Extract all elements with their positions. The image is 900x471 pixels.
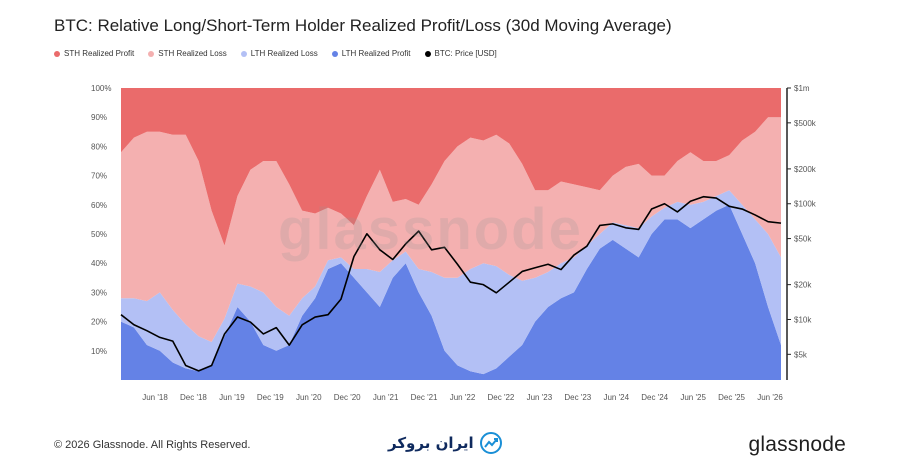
y-right-tick-label: $200k: [794, 165, 817, 174]
area-lth-realized-profit: [121, 204, 781, 380]
iranbroker-logo: ایران بروکر: [388, 432, 502, 454]
legend-item-lth-loss[interactable]: LTH Realized Loss: [240, 49, 318, 58]
x-tick-label: Dec '25: [718, 393, 745, 402]
legend-dot: [54, 50, 60, 57]
x-tick-label: Dec '20: [334, 393, 361, 402]
x-tick-label: Dec '24: [641, 393, 668, 402]
y-right-tick-label: $50k: [794, 235, 812, 244]
price-line-group: [120, 195, 782, 372]
y-right-tick-label: $5k: [794, 350, 808, 359]
legend-label: STH Realized Loss: [158, 49, 227, 58]
x-tick-label: Jun '21: [373, 393, 399, 402]
y-right-tick-label: $10k: [794, 315, 812, 324]
legend-dot: [424, 50, 431, 57]
y-left-tick-label: 100%: [91, 84, 111, 93]
x-tick-label: Dec '22: [488, 393, 515, 402]
chart-legend: STH Realized Profit STH Realized Loss LT…: [54, 49, 497, 58]
y-right-tick-label: $1m: [794, 84, 810, 93]
y-left-tick-label: 80%: [91, 142, 107, 151]
trend-up-icon: [479, 432, 502, 454]
legend-label: LTH Realized Loss: [250, 49, 318, 58]
legend-label: LTH Realized Profit: [341, 49, 411, 58]
y-left-tick-label: 40%: [91, 259, 107, 268]
x-tick-label: Dec '18: [180, 393, 207, 402]
x-tick-label: Dec '19: [257, 393, 284, 402]
y-left-tick-label: 10%: [91, 347, 107, 356]
x-axis: Jun '18 Dec '18 Jun '19 Dec '19 Jun '20 Dec '…: [142, 393, 783, 402]
glassnode-logo: glassnode: [748, 433, 846, 456]
y-right-tick-label: $20k: [794, 281, 812, 290]
y-left-tick-label: 60%: [91, 201, 107, 210]
x-tick-label: Jun '22: [450, 393, 476, 402]
y-left-tick-label: 30%: [91, 288, 107, 297]
y-left-tick-label: 90%: [91, 113, 107, 122]
legend-dot: [240, 50, 247, 57]
legend-label: STH Realized Profit: [64, 49, 135, 58]
btc-price-line: [120, 195, 782, 372]
y-right-tick-label: $100k: [794, 200, 817, 209]
x-tick-label: Dec '23: [564, 393, 591, 402]
x-tick-label: Jun '20: [296, 393, 322, 402]
legend-item-sth-loss[interactable]: STH Realized Loss: [148, 49, 227, 58]
legend-item-sth-profit[interactable]: STH Realized Profit: [54, 49, 134, 58]
legend-dot: [331, 50, 338, 57]
y-axis-right: $5k $10k $20k $50k $100k $200k $500k $1m: [786, 84, 817, 380]
stacked-areas: [121, 88, 781, 380]
x-tick-label: Jun '24: [603, 393, 629, 402]
legend-label: BTC: Price [USD]: [434, 49, 497, 58]
y-left-tick-label: 20%: [91, 318, 107, 327]
area-lth-realized-loss: [121, 190, 781, 375]
y-axis-left: 10% 20% 30% 40% 50% 60% 70% 80% 90% 100%: [91, 84, 111, 356]
legend-item-btc-price[interactable]: BTC: Price [USD]: [424, 49, 497, 58]
chart-title: BTC: Relative Long/Short-Term Holder Rea…: [54, 16, 672, 35]
y-left-tick-label: 50%: [91, 230, 107, 239]
area-sth-realized-profit: [121, 88, 781, 246]
y-left-tick-label: 70%: [91, 172, 107, 181]
iranbroker-brand-text: ایران بروکر: [388, 434, 474, 452]
y-right-tick-label: $500k: [794, 119, 817, 128]
copyright-text: © 2026 Glassnode. All Rights Reserved.: [54, 439, 251, 451]
x-tick-label: Jun '23: [527, 393, 553, 402]
legend-dot: [148, 50, 155, 57]
x-tick-label: Jun '25: [680, 393, 706, 402]
x-tick-label: Jun '18: [142, 393, 168, 402]
x-tick-label: Jun '19: [219, 393, 245, 402]
legend-item-lth-profit[interactable]: LTH Realized Profit: [331, 49, 411, 58]
x-tick-label: Jun '26: [757, 393, 783, 402]
x-tick-label: Dec '21: [411, 393, 438, 402]
